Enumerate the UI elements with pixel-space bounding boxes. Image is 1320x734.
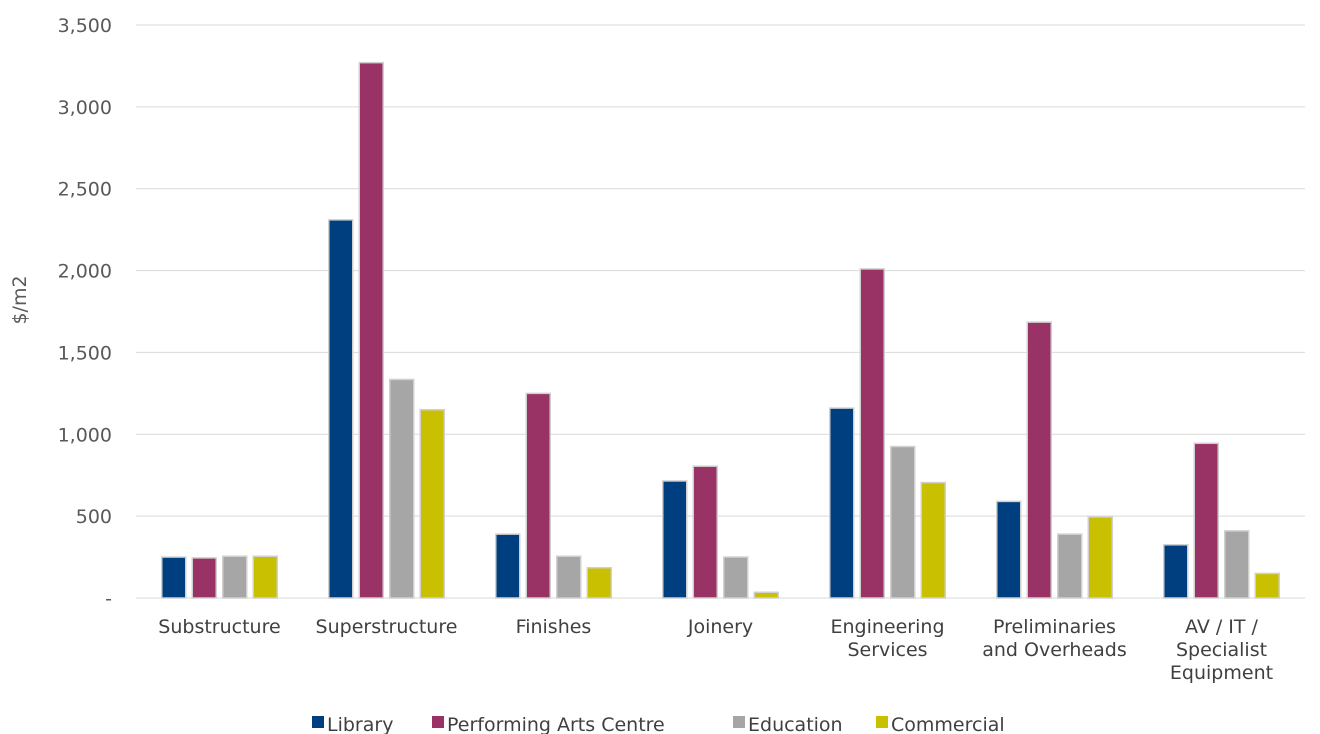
bar-performing-arts-centre-3 [692, 465, 718, 599]
bar-library-4 [829, 407, 855, 599]
x-category-label: Preliminaries and Overheads [982, 616, 1127, 661]
bar-library-3 [662, 480, 688, 599]
bar-library-6 [1163, 544, 1189, 599]
bar-commercial-2 [586, 566, 612, 599]
y-tick-label: 500 [76, 506, 112, 528]
legend-label: Education [748, 714, 843, 734]
x-category-label: Superstructure [316, 616, 458, 638]
x-axis-categories: Substructure Superstructure Finishes Joiner… [158, 616, 1273, 684]
x-category-label-line: and Overheads [982, 639, 1127, 661]
bar-commercial-3 [753, 591, 779, 599]
bar-library-2 [495, 533, 521, 599]
bar-library-5 [996, 500, 1022, 599]
legend-label: Library [327, 714, 393, 734]
bars [161, 61, 1280, 599]
y-axis-ticks: - 500 1,000 1,500 2,000 2,500 3,000 3,500 [58, 15, 112, 610]
y-axis-title: $/m2 [9, 275, 31, 324]
bar-library-0 [161, 556, 187, 599]
legend-swatch-education [733, 716, 745, 728]
x-category-label-line: Joinery [687, 616, 753, 638]
bar-performing-arts-centre-6 [1193, 442, 1219, 599]
x-category-label: Finishes [516, 616, 592, 638]
x-category-label-line: Preliminaries [993, 616, 1116, 638]
legend-label: Performing Arts Centre [447, 714, 665, 734]
bar-education-1 [389, 378, 415, 599]
gridlines [136, 24, 1305, 599]
legend-swatch-commercial [876, 716, 888, 728]
x-category-label: AV / IT / Specialist Equipment [1170, 616, 1273, 684]
y-tick-label: 3,500 [58, 15, 112, 37]
bar-performing-arts-centre-0 [191, 557, 217, 599]
bar-commercial-5 [1087, 516, 1113, 599]
bar-performing-arts-centre-2 [525, 392, 551, 599]
x-category-label-line: Equipment [1170, 662, 1273, 684]
x-category-label: Substructure [158, 616, 280, 638]
x-category-label: Joinery [687, 616, 753, 638]
bar-performing-arts-centre-5 [1026, 321, 1052, 599]
bar-education-3 [723, 556, 749, 599]
x-category-label-line: Engineering [831, 616, 945, 638]
legend-swatch-library [312, 716, 324, 728]
x-category-label-line: Superstructure [316, 616, 458, 638]
x-category-label: Engineering Services [831, 616, 945, 661]
legend-swatch-performing-arts-centre [432, 716, 444, 728]
x-category-label-line: Substructure [158, 616, 280, 638]
y-tick-label: 3,000 [58, 97, 112, 119]
bar-education-6 [1224, 530, 1250, 599]
x-category-label-line: Specialist [1176, 639, 1267, 661]
y-tick-label: 1,000 [58, 424, 112, 446]
bar-commercial-4 [920, 481, 946, 599]
bar-performing-arts-centre-1 [358, 61, 384, 599]
x-category-label-line: Finishes [516, 616, 592, 638]
bar-commercial-1 [419, 408, 445, 599]
bar-commercial-6 [1254, 572, 1280, 599]
bar-education-0 [222, 555, 248, 599]
bar-education-4 [890, 445, 916, 599]
bar-commercial-0 [252, 555, 278, 599]
x-category-label-line: AV / IT / [1185, 616, 1259, 638]
legend-label: Commercial [891, 714, 1005, 734]
y-tick-label: 1,500 [58, 342, 112, 364]
bar-education-2 [556, 555, 582, 599]
y-tick-label: - [105, 588, 112, 610]
y-tick-label: 2,500 [58, 179, 112, 201]
x-category-label-line: Services [847, 639, 927, 661]
y-tick-label: 2,000 [58, 261, 112, 283]
bar-education-5 [1057, 533, 1083, 599]
bar-performing-arts-centre-4 [859, 268, 885, 599]
bar-library-1 [328, 219, 354, 599]
legend: Library Performing Arts Centre Education Co… [312, 714, 1005, 734]
